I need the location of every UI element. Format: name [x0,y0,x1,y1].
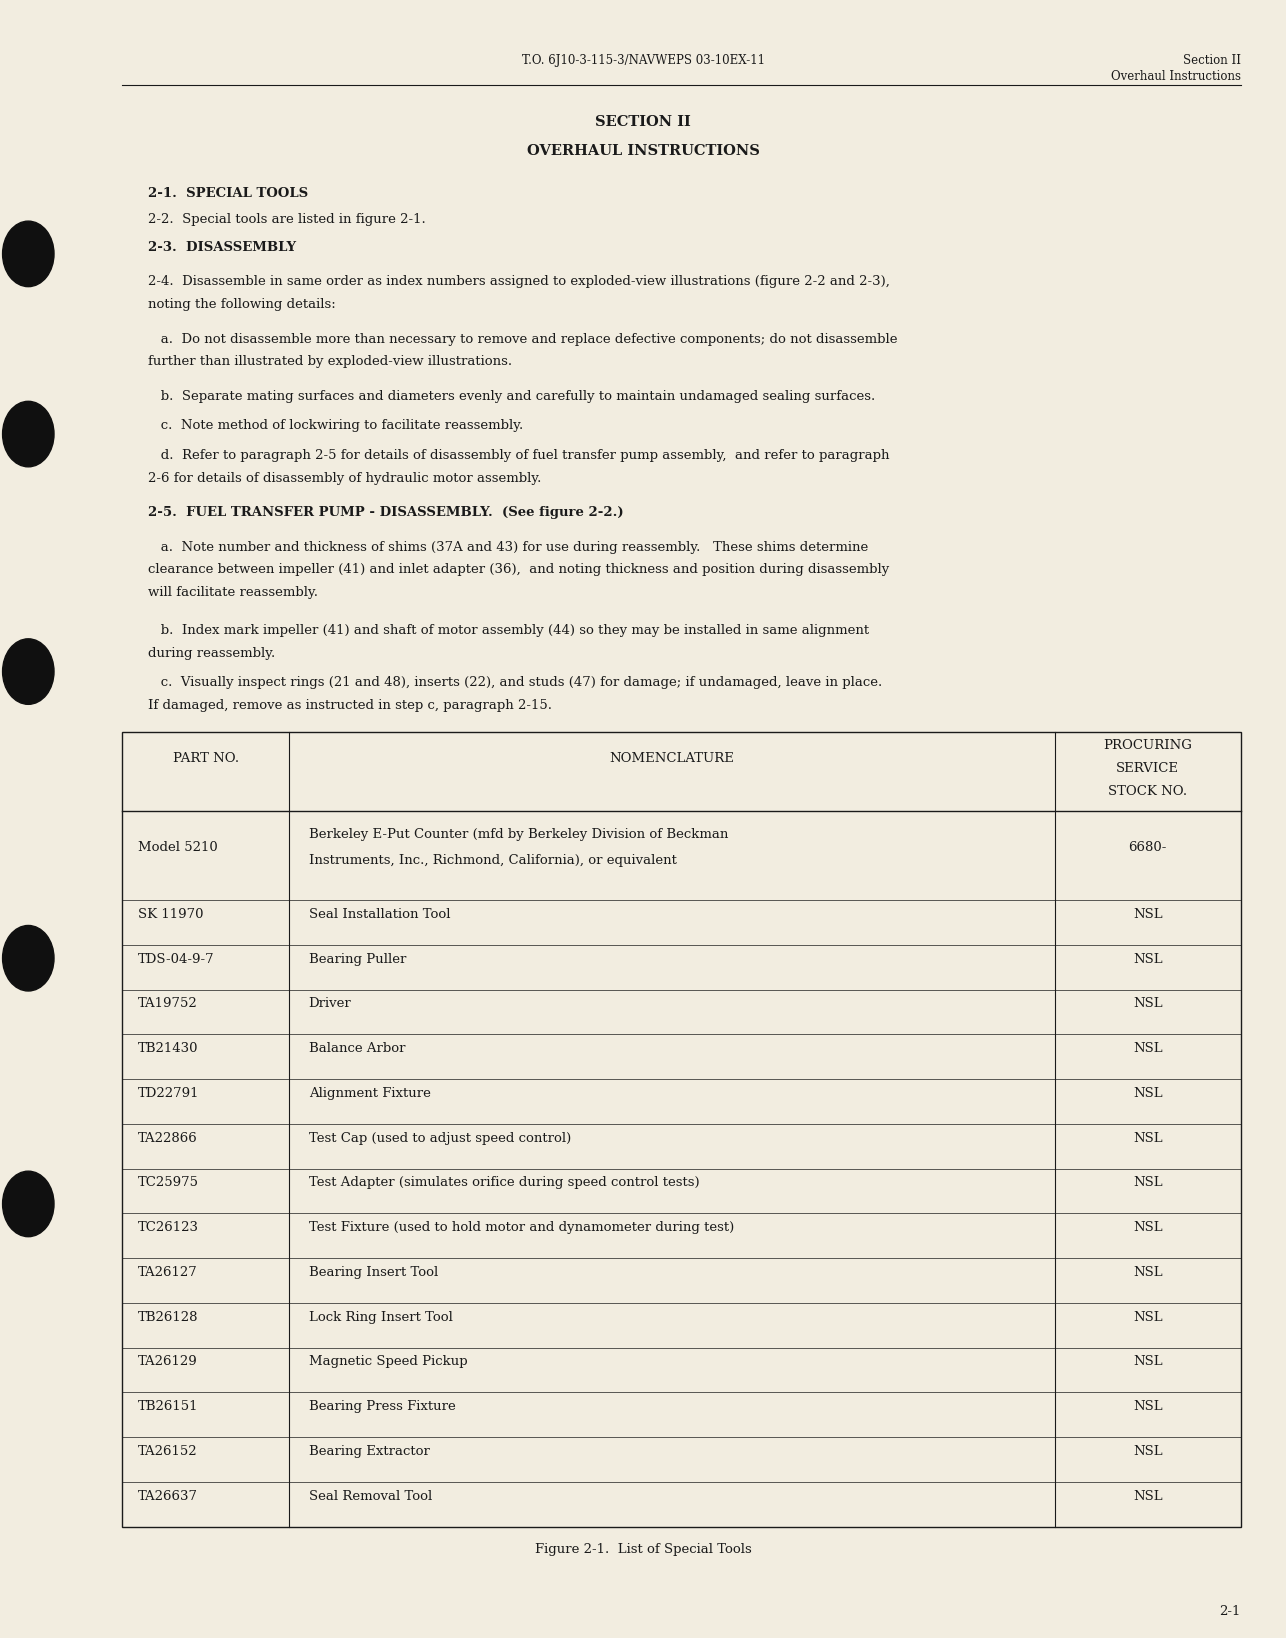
Text: TB26128: TB26128 [138,1310,198,1324]
Text: Bearing Extractor: Bearing Extractor [309,1445,430,1458]
Text: NSL: NSL [1133,998,1163,1011]
Text: TC26123: TC26123 [138,1222,198,1233]
Text: c.  Note method of lockwiring to facilitate reassembly.: c. Note method of lockwiring to facilita… [148,419,523,432]
Text: Section II: Section II [1183,54,1241,67]
Text: TC25975: TC25975 [138,1176,198,1189]
Text: Driver: Driver [309,998,351,1011]
Text: Seal Removal Tool: Seal Removal Tool [309,1489,432,1502]
Text: b.  Index mark impeller (41) and shaft of motor assembly (44) so they may be ins: b. Index mark impeller (41) and shaft of… [148,624,869,637]
Text: Test Cap (used to adjust speed control): Test Cap (used to adjust speed control) [309,1132,571,1145]
Text: PROCURING: PROCURING [1103,739,1192,752]
Text: NSL: NSL [1133,1042,1163,1055]
Text: NSL: NSL [1133,1355,1163,1368]
Bar [122,732,1241,1527]
Text: 2-5.  FUEL TRANSFER PUMP - DISASSEMBLY.  (See figure 2-2.): 2-5. FUEL TRANSFER PUMP - DISASSEMBLY. (… [148,506,624,519]
Text: noting the following details:: noting the following details: [148,298,336,311]
Text: will facilitate reassembly.: will facilitate reassembly. [148,586,318,600]
Text: 2-3.  DISASSEMBLY: 2-3. DISASSEMBLY [148,241,296,254]
Text: SERVICE: SERVICE [1116,762,1179,775]
Circle shape [3,1171,54,1237]
Text: NSL: NSL [1133,953,1163,966]
Text: TA26127: TA26127 [138,1266,197,1279]
Text: Test Adapter (simulates orifice during speed control tests): Test Adapter (simulates orifice during s… [309,1176,700,1189]
Circle shape [3,639,54,704]
Text: NSL: NSL [1133,1132,1163,1145]
Text: Bearing Puller: Bearing Puller [309,953,406,966]
Text: 2-1: 2-1 [1219,1605,1241,1618]
Text: Test Fixture (used to hold motor and dynamometer during test): Test Fixture (used to hold motor and dyn… [309,1222,734,1233]
Text: TD22791: TD22791 [138,1088,199,1099]
Text: SECTION II: SECTION II [595,115,691,129]
Text: OVERHAUL INSTRUCTIONS: OVERHAUL INSTRUCTIONS [526,144,760,159]
Text: d.  Refer to paragraph 2-5 for details of disassembly of fuel transfer pump asse: d. Refer to paragraph 2-5 for details of… [148,449,890,462]
Text: during reassembly.: during reassembly. [148,647,275,660]
Circle shape [3,221,54,287]
Text: PART NO.: PART NO. [172,752,239,765]
Text: NSL: NSL [1133,1266,1163,1279]
Circle shape [3,401,54,467]
Text: Instruments, Inc., Richmond, California), or equivalent: Instruments, Inc., Richmond, California)… [309,853,676,867]
Text: NSL: NSL [1133,1445,1163,1458]
Text: 2-4.  Disassemble in same order as index numbers assigned to exploded-view illus: 2-4. Disassemble in same order as index … [148,275,890,288]
Text: NSL: NSL [1133,1088,1163,1099]
Text: TA19752: TA19752 [138,998,197,1011]
Text: clearance between impeller (41) and inlet adapter (36),  and noting thickness an: clearance between impeller (41) and inle… [148,563,889,577]
Text: TA26637: TA26637 [138,1489,198,1502]
Text: NSL: NSL [1133,1222,1163,1233]
Text: Bearing Press Fixture: Bearing Press Fixture [309,1400,455,1414]
Text: NSL: NSL [1133,1489,1163,1502]
Text: SK 11970: SK 11970 [138,907,203,921]
Text: 6680-: 6680- [1129,840,1166,853]
Text: TA22866: TA22866 [138,1132,197,1145]
Text: Overhaul Instructions: Overhaul Instructions [1111,70,1241,84]
Text: TB21430: TB21430 [138,1042,198,1055]
Circle shape [3,925,54,991]
Text: NSL: NSL [1133,1400,1163,1414]
Text: TB26151: TB26151 [138,1400,198,1414]
Text: Lock Ring Insert Tool: Lock Ring Insert Tool [309,1310,453,1324]
Text: TDS-04-9-7: TDS-04-9-7 [138,953,215,966]
Text: NOMENCLATURE: NOMENCLATURE [610,752,734,765]
Text: Model 5210: Model 5210 [138,840,217,853]
Text: Seal Installation Tool: Seal Installation Tool [309,907,450,921]
Text: TA26129: TA26129 [138,1355,197,1368]
Text: If damaged, remove as instructed in step c, paragraph 2-15.: If damaged, remove as instructed in step… [148,699,552,713]
Text: T.O. 6J10-3-115-3/NAVWEPS 03-10EX-11: T.O. 6J10-3-115-3/NAVWEPS 03-10EX-11 [522,54,764,67]
Text: b.  Separate mating surfaces and diameters evenly and carefully to maintain unda: b. Separate mating surfaces and diameter… [148,390,876,403]
Text: further than illustrated by exploded-view illustrations.: further than illustrated by exploded-vie… [148,355,512,369]
Text: TA26152: TA26152 [138,1445,197,1458]
Text: Magnetic Speed Pickup: Magnetic Speed Pickup [309,1355,467,1368]
Text: Alignment Fixture: Alignment Fixture [309,1088,431,1099]
Text: STOCK NO.: STOCK NO. [1109,785,1187,798]
Text: NSL: NSL [1133,907,1163,921]
Text: NSL: NSL [1133,1310,1163,1324]
Text: Figure 2-1.  List of Special Tools: Figure 2-1. List of Special Tools [535,1543,751,1556]
Text: a.  Note number and thickness of shims (37A and 43) for use during reassembly.  : a. Note number and thickness of shims (3… [148,541,868,554]
Text: NSL: NSL [1133,1176,1163,1189]
Text: a.  Do not disassemble more than necessary to remove and replace defective compo: a. Do not disassemble more than necessar… [148,333,898,346]
Text: c.  Visually inspect rings (21 and 48), inserts (22), and studs (47) for damage;: c. Visually inspect rings (21 and 48), i… [148,676,882,690]
Text: Balance Arbor: Balance Arbor [309,1042,405,1055]
Text: Berkeley E-Put Counter (mfd by Berkeley Division of Beckman: Berkeley E-Put Counter (mfd by Berkeley … [309,827,728,840]
Text: 2-6 for details of disassembly of hydraulic motor assembly.: 2-6 for details of disassembly of hydrau… [148,472,541,485]
Text: 2-1.  SPECIAL TOOLS: 2-1. SPECIAL TOOLS [148,187,309,200]
Text: Bearing Insert Tool: Bearing Insert Tool [309,1266,439,1279]
Text: 2-2.  Special tools are listed in figure 2-1.: 2-2. Special tools are listed in figure … [148,213,426,226]
